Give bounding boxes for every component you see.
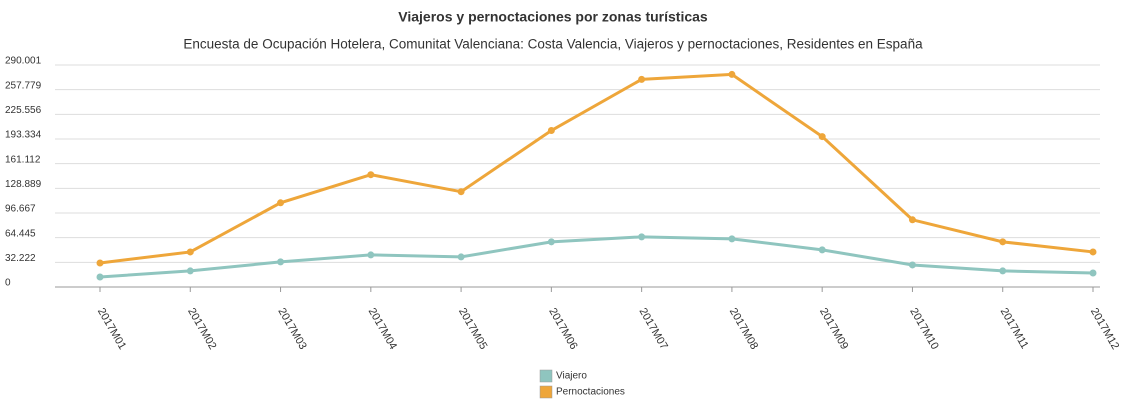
y-tick-label: 225.556 — [5, 105, 42, 116]
y-tick-label: 96.667 — [5, 204, 36, 215]
point — [728, 235, 736, 243]
series-line — [99, 72, 1094, 265]
y-tick-label: 193.334 — [5, 130, 42, 141]
point — [999, 267, 1007, 275]
x-tick-label: 2017M12 — [1088, 306, 1121, 352]
legend-label: Pernoctaciones — [556, 387, 625, 398]
point — [1089, 248, 1097, 256]
x-tick-label: 2017M06 — [546, 306, 579, 352]
point — [1089, 269, 1097, 277]
x-tick-label: 2017M07 — [637, 306, 670, 352]
point — [818, 246, 826, 254]
point — [908, 261, 916, 269]
legend-swatch — [539, 369, 553, 383]
y-tick-label: 161.112 — [5, 154, 41, 165]
x-tick-label: 2017M04 — [366, 306, 399, 352]
x-tick-label: 2017M09 — [817, 306, 850, 352]
x-tick-label: 2017M02 — [185, 306, 218, 352]
chart-title: Viajeros y pernoctaciones por zonas turí… — [398, 9, 708, 25]
x-tick-label: 2017M10 — [907, 306, 940, 352]
x-tick-label: 2017M01 — [95, 306, 128, 352]
point — [277, 258, 285, 266]
point — [638, 233, 646, 241]
y-tick-label: 290.001 — [5, 56, 42, 67]
chart-subtitle: Encuesta de Ocupación Hotelera, Comunita… — [183, 37, 923, 52]
point — [547, 127, 555, 135]
point — [457, 253, 465, 261]
point — [96, 273, 104, 281]
legend-swatch — [539, 385, 553, 399]
y-tick-label: 32.222 — [5, 253, 36, 264]
point — [457, 188, 465, 196]
point — [96, 259, 104, 267]
point — [818, 133, 826, 141]
point — [277, 199, 285, 207]
point — [367, 251, 375, 259]
y-tick-label: 128.889 — [5, 179, 42, 190]
x-tick-label: 2017M11 — [998, 306, 1031, 351]
y-tick-label: 0 — [5, 278, 11, 289]
point — [186, 248, 194, 256]
point — [638, 75, 646, 83]
point — [367, 171, 375, 179]
series-line — [99, 235, 1094, 279]
point — [186, 267, 194, 275]
point — [908, 216, 916, 224]
legend-label: Viajero — [556, 371, 587, 382]
x-tick-label: 2017M03 — [275, 306, 308, 352]
point — [999, 238, 1007, 246]
x-tick-label: 2017M05 — [456, 306, 489, 352]
x-tick-label: 2017M08 — [727, 306, 760, 352]
y-tick-label: 257.779 — [5, 80, 42, 91]
y-tick-label: 64.445 — [5, 228, 36, 239]
point — [547, 238, 555, 246]
point — [728, 70, 736, 78]
